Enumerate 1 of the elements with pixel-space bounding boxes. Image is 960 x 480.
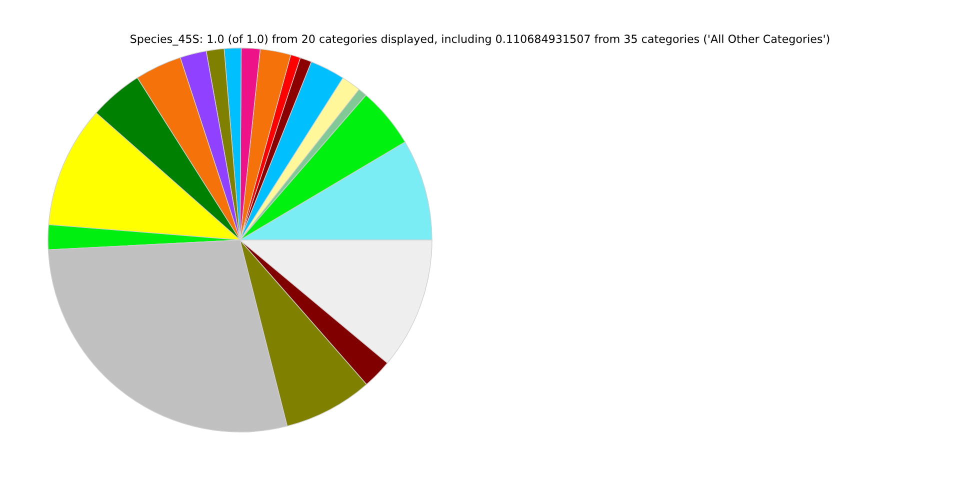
text: Species_45S: 1.0 (of 1.0) from 20 categories displayed, including 0.110684931507 from 35 categories ('All Other Categories'): [130, 34, 830, 46]
